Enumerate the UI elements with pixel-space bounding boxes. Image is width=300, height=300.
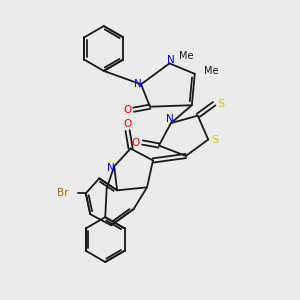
- Text: Me: Me: [204, 66, 218, 76]
- Text: Me: Me: [178, 51, 193, 61]
- Text: O: O: [132, 137, 140, 148]
- Text: Br: Br: [57, 188, 69, 198]
- Text: S: S: [217, 99, 224, 109]
- Text: S: S: [211, 134, 218, 145]
- Text: N: N: [167, 55, 175, 65]
- Text: N: N: [107, 163, 115, 173]
- Text: N: N: [166, 114, 173, 124]
- Text: O: O: [123, 105, 131, 115]
- Text: O: O: [124, 119, 132, 129]
- Text: N: N: [134, 79, 141, 89]
